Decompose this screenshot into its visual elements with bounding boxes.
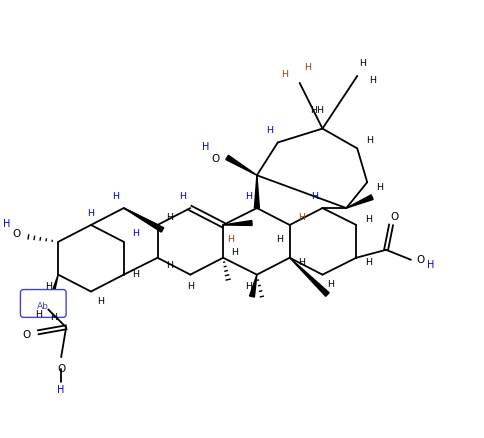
Text: H: H xyxy=(310,192,318,201)
Text: Ab: Ab xyxy=(37,302,49,311)
Polygon shape xyxy=(249,275,257,297)
Text: H: H xyxy=(365,136,372,145)
Text: H: H xyxy=(166,261,173,270)
Text: H: H xyxy=(368,76,375,85)
Polygon shape xyxy=(226,155,257,175)
Text: H: H xyxy=(298,212,304,222)
Text: H: H xyxy=(57,385,65,395)
Text: H: H xyxy=(245,282,252,291)
Text: H: H xyxy=(35,310,42,319)
Text: H: H xyxy=(49,313,57,322)
Text: O: O xyxy=(12,229,20,239)
Text: H: H xyxy=(358,60,365,68)
Text: H: H xyxy=(326,280,333,289)
Polygon shape xyxy=(46,275,58,310)
FancyBboxPatch shape xyxy=(20,290,66,318)
Polygon shape xyxy=(254,175,259,208)
Text: O: O xyxy=(416,255,424,265)
Text: H: H xyxy=(298,258,304,267)
Text: HH: HH xyxy=(310,106,324,115)
Text: H: H xyxy=(201,142,209,152)
Polygon shape xyxy=(289,258,329,296)
Text: H: H xyxy=(231,248,238,257)
Text: H: H xyxy=(245,192,252,201)
Text: H: H xyxy=(364,215,371,225)
Text: H: H xyxy=(132,270,139,279)
Text: H: H xyxy=(179,192,185,201)
Polygon shape xyxy=(223,220,252,226)
Text: H: H xyxy=(375,183,382,192)
Text: H: H xyxy=(303,64,310,72)
Text: H: H xyxy=(227,235,234,244)
Text: O: O xyxy=(389,212,397,222)
Polygon shape xyxy=(123,208,164,232)
Text: H: H xyxy=(97,297,104,306)
Text: H: H xyxy=(87,208,94,218)
Text: O: O xyxy=(211,154,219,164)
Text: H: H xyxy=(112,192,119,201)
Text: H: H xyxy=(426,260,434,270)
Text: O: O xyxy=(57,364,65,374)
Text: H: H xyxy=(186,282,194,291)
Polygon shape xyxy=(346,195,372,208)
Text: H: H xyxy=(276,235,283,244)
Text: H: H xyxy=(364,258,371,267)
Text: H: H xyxy=(166,212,173,222)
Text: H: H xyxy=(45,282,52,291)
Text: H: H xyxy=(132,230,139,238)
Text: O: O xyxy=(22,330,30,340)
Text: H: H xyxy=(266,126,273,135)
Text: H: H xyxy=(281,71,287,79)
Text: H: H xyxy=(3,219,10,229)
